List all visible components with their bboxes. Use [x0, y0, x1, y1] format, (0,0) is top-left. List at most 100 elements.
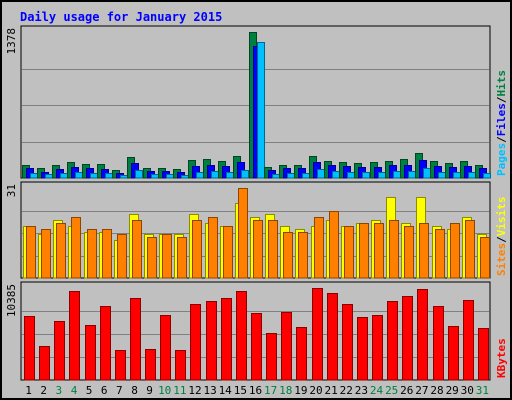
- bar-sites-day-16: [253, 220, 263, 279]
- bar-pages-day-20: [317, 169, 325, 179]
- bar-kbytes-day-3: [54, 321, 65, 381]
- panel-visits-sites: 31 Sites/Visits: [5, 181, 508, 279]
- bar-kbytes-day-6: [100, 306, 111, 381]
- x-tick-label-day-27: 27: [415, 384, 428, 397]
- bar-pages-day-19: [302, 173, 310, 179]
- bar-sites-day-3: [56, 223, 66, 279]
- bar-kbytes-day-20: [312, 288, 323, 381]
- bar-pages-day-27: [423, 168, 431, 179]
- x-tick-label-day-6: 6: [101, 384, 108, 397]
- bar-sites-day-6: [102, 229, 112, 279]
- bar-kbytes-day-15: [236, 291, 247, 381]
- legend-kbytes: KBytes: [495, 338, 508, 378]
- x-tick-label-day-26: 26: [400, 384, 413, 397]
- bar-sites-day-5: [87, 229, 97, 279]
- x-tick-label-day-17: 17: [264, 384, 277, 397]
- bar-sites-day-17: [268, 220, 278, 279]
- bar-kbytes-day-13: [206, 301, 217, 381]
- bar-pages-day-5: [90, 173, 98, 179]
- bar-pages-day-4: [75, 172, 83, 179]
- bar-pages-day-2: [45, 174, 53, 179]
- bar-kbytes-day-9: [145, 349, 156, 381]
- bar-pages-day-15: [241, 170, 249, 179]
- bar-kbytes-day-8: [130, 298, 141, 381]
- bar-sites-day-30: [465, 220, 475, 279]
- bar-pages-day-26: [408, 171, 416, 179]
- bar-kbytes-day-29: [448, 326, 459, 381]
- legend: Pages/Files/Hits: [495, 70, 508, 176]
- bar-kbytes-day-5: [85, 325, 96, 381]
- legend-separator: /: [495, 96, 508, 103]
- bar-kbytes-day-24: [372, 315, 383, 381]
- x-tick-label-day-28: 28: [430, 384, 443, 397]
- bar-sites-day-21: [329, 211, 339, 279]
- bar-sites-day-15: [238, 188, 248, 279]
- bar-sites-day-20: [314, 217, 324, 279]
- legend-separator: /: [495, 136, 508, 143]
- bar-kbytes-day-28: [433, 306, 444, 381]
- bar-sites-day-4: [71, 217, 81, 279]
- bar-sites-day-28: [435, 229, 445, 279]
- bar-kbytes-day-25: [387, 301, 398, 381]
- bar-kbytes-day-12: [190, 304, 201, 381]
- x-tick-label-day-5: 5: [86, 384, 93, 397]
- bar-kbytes-day-17: [266, 333, 277, 381]
- legend: Sites/Visits: [495, 197, 508, 277]
- bar-sites-day-29: [450, 223, 460, 279]
- bar-sites-day-22: [344, 226, 354, 279]
- x-tick-label-day-3: 3: [55, 384, 62, 397]
- bar-kbytes-day-10: [160, 315, 171, 381]
- bar-pages-day-6: [105, 173, 113, 179]
- bar-sites-day-2: [41, 229, 51, 279]
- bar-kbytes-day-7: [115, 350, 126, 381]
- x-tick-label-day-4: 4: [71, 384, 78, 397]
- bar-sites-day-19: [298, 232, 308, 279]
- x-tick-label-day-9: 9: [146, 384, 153, 397]
- x-tick-label-day-1: 1: [25, 384, 32, 397]
- x-tick-label-day-14: 14: [219, 384, 233, 397]
- legend-pages: Pages: [495, 143, 508, 176]
- legend-visits: Visits: [495, 197, 508, 237]
- x-tick-label-day-25: 25: [385, 384, 398, 397]
- chart-title: Daily usage for January 2015: [20, 10, 222, 24]
- x-tick-label-day-20: 20: [309, 384, 322, 397]
- bar-sites-day-25: [389, 220, 399, 279]
- bar-pages-day-21: [332, 171, 340, 179]
- bar-kbytes-day-4: [69, 291, 80, 381]
- bar-sites-day-13: [208, 217, 218, 279]
- bar-sites-day-9: [147, 237, 157, 279]
- bar-sites-day-31: [480, 237, 490, 279]
- x-tick-label-day-30: 30: [461, 384, 474, 397]
- bar-kbytes-day-21: [327, 293, 338, 381]
- bar-pages-day-16: [257, 42, 265, 179]
- bar-pages-day-18: [287, 173, 295, 179]
- x-tick-label-day-13: 13: [203, 384, 216, 397]
- bar-sites-day-1: [26, 226, 36, 279]
- x-tick-label-day-21: 21: [324, 384, 337, 397]
- x-tick-label-day-12: 12: [188, 384, 201, 397]
- x-tick-label-day-16: 16: [249, 384, 262, 397]
- legend-sites: Sites: [495, 243, 508, 276]
- bar-kbytes-day-27: [417, 289, 428, 381]
- bar-sites-day-10: [162, 234, 172, 279]
- panel-kbytes: 10385 KBytes: [5, 281, 508, 381]
- bar-kbytes-day-16: [251, 313, 262, 381]
- x-tick-label-day-18: 18: [279, 384, 292, 397]
- panel-hits-files-pages: 1378 Pages/Files/Hits: [5, 25, 508, 179]
- y-max-label: 31: [5, 184, 18, 197]
- bar-pages-day-30: [468, 172, 476, 179]
- bar-pages-day-28: [438, 172, 446, 179]
- bar-pages-day-10: [166, 174, 174, 179]
- x-tick-label-day-8: 8: [131, 384, 138, 397]
- x-tick-label-day-23: 23: [355, 384, 368, 397]
- bar-pages-day-3: [60, 173, 68, 179]
- y-max-label: 10385: [5, 284, 18, 317]
- bar-pages-day-14: [226, 172, 234, 179]
- bar-kbytes-day-14: [221, 298, 232, 381]
- legend-hits: Hits: [495, 70, 508, 97]
- x-tick-label-day-11: 11: [173, 384, 186, 397]
- bar-kbytes-day-31: [478, 328, 489, 381]
- y-max-label: 1378: [5, 28, 18, 55]
- bar-kbytes-day-2: [39, 346, 50, 381]
